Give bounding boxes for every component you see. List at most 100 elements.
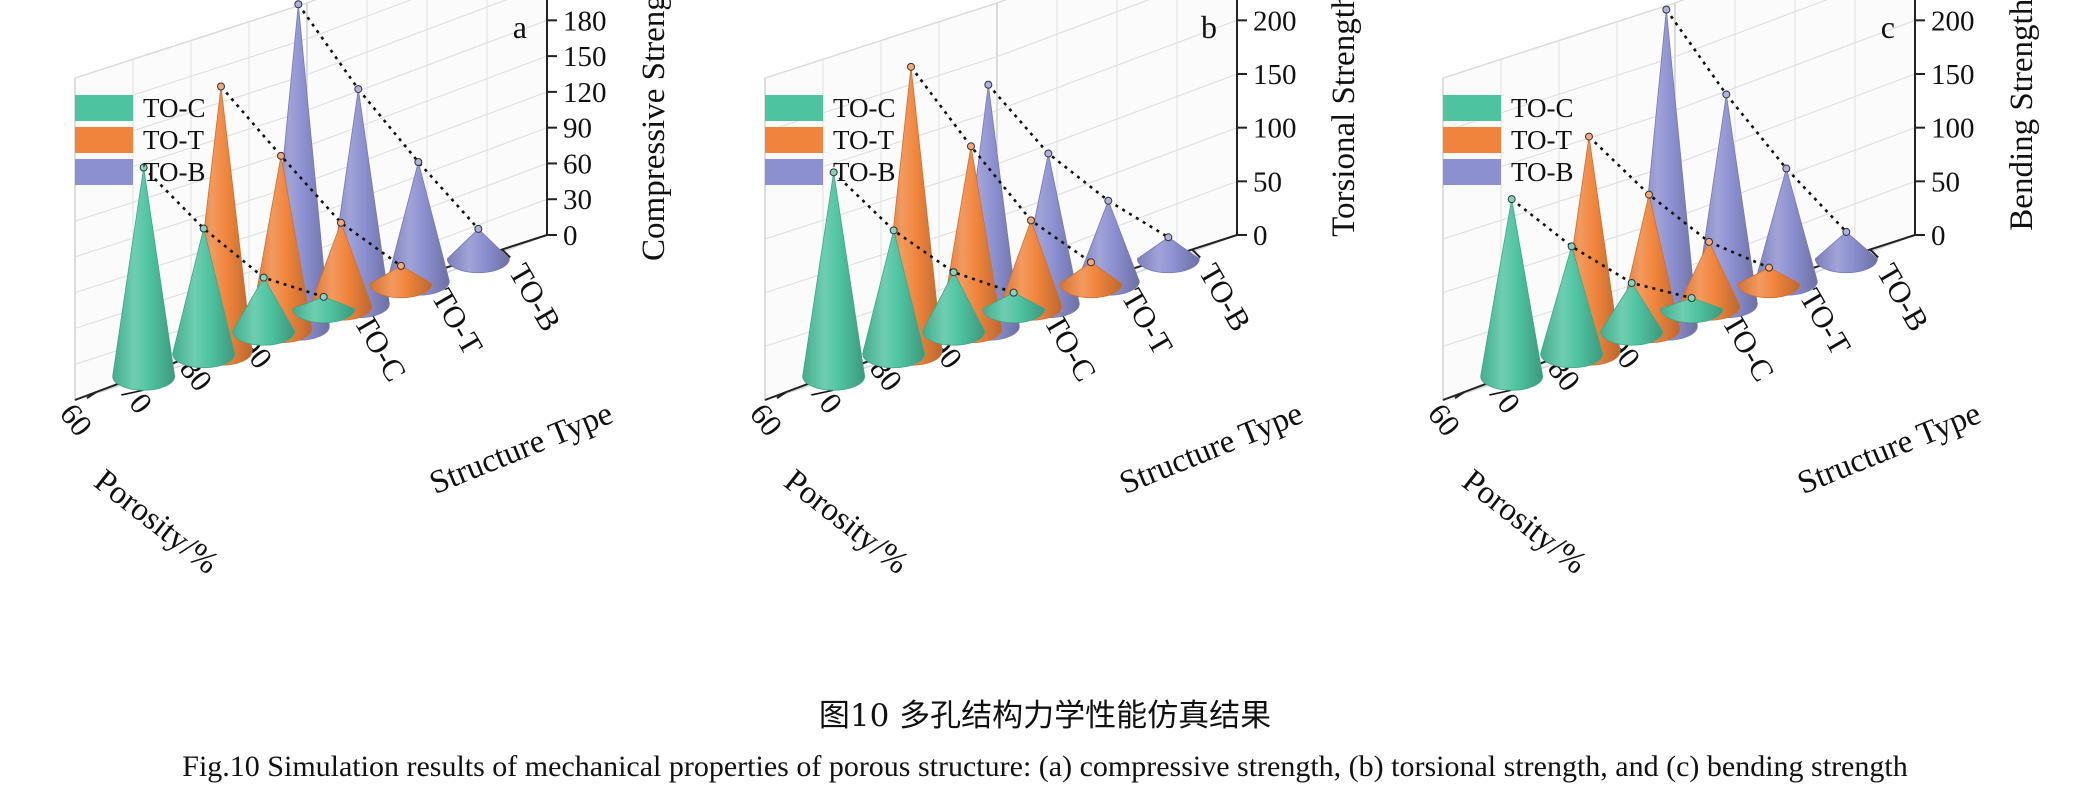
cone-body xyxy=(292,296,356,324)
z-axis-title: Compressive Strength/MPa xyxy=(636,0,672,261)
z-tick-label: 150 xyxy=(563,41,607,73)
tip-marker xyxy=(1507,195,1516,204)
cone-body xyxy=(922,271,986,346)
porosity-tick-label: 60 xyxy=(1421,397,1468,443)
trend-line-to-c xyxy=(142,166,325,299)
tip-marker xyxy=(1662,5,1671,14)
legend-label: TO-B xyxy=(833,157,896,187)
z-tick-label: 200 xyxy=(1931,5,1975,37)
z-axis-title: Bending Strength/MPa xyxy=(2004,0,2040,231)
cone-body xyxy=(1737,267,1801,299)
z-tick-label: 0 xyxy=(1253,220,1268,252)
cone-to-c-60 xyxy=(802,172,866,391)
legend-swatch-to-t xyxy=(1443,127,1501,153)
cone-body xyxy=(982,292,1046,324)
tip-marker xyxy=(889,226,898,235)
legend-swatch-to-c xyxy=(1443,95,1501,121)
structure-tick xyxy=(1869,248,1879,259)
gridline xyxy=(74,0,412,115)
tip-marker xyxy=(907,62,915,71)
z-tick-label: 0 xyxy=(563,220,578,252)
legend-label: TO-T xyxy=(1511,125,1572,155)
z-tick-label: 120 xyxy=(563,77,607,109)
cone-to-c-70 xyxy=(172,228,236,369)
tip-marker xyxy=(217,82,225,91)
figure-3d-cone-charts: 0306090120150180210240270Compressive Str… xyxy=(53,0,2040,581)
legend: TO-CTO-TTO-B xyxy=(1443,93,1574,187)
chart-panel-c: 050100150200250300Bending Strength/MPa60… xyxy=(1421,0,2040,581)
legend-swatch-to-c xyxy=(75,95,133,121)
porosity-tick-label: 60 xyxy=(53,397,100,443)
caption-chinese: 图10 多孔结构力学性能仿真结果 xyxy=(818,698,1272,734)
porosity-tick xyxy=(86,391,97,399)
gridline xyxy=(74,0,317,79)
tip-marker xyxy=(139,163,148,172)
z-tick-label: 100 xyxy=(1931,113,1975,145)
legend: TO-CTO-TTO-B xyxy=(765,93,896,187)
porosity-tick xyxy=(1454,391,1465,399)
legend-label: TO-B xyxy=(1511,157,1574,187)
cone-body xyxy=(1136,236,1200,274)
structure-tick-label: TO-T xyxy=(425,283,490,361)
cone-to-c-60 xyxy=(112,167,176,391)
tip-marker xyxy=(1645,190,1653,199)
tip-marker xyxy=(967,142,975,151)
tip-marker xyxy=(1104,196,1113,205)
chart-panel-a: 0306090120150180210240270Compressive Str… xyxy=(53,0,672,581)
gridline xyxy=(1442,0,1685,79)
tip-marker xyxy=(1027,216,1035,225)
structure-tick-label: TO-T xyxy=(1793,283,1858,361)
cone-body xyxy=(369,265,433,299)
structure-tick-label: TO-C xyxy=(347,308,413,388)
cone-body xyxy=(1814,231,1878,274)
tip-marker xyxy=(1164,233,1173,242)
z-tick-label: 210 xyxy=(563,0,607,2)
legend-label: TO-C xyxy=(143,93,206,123)
z-tick-label: 90 xyxy=(563,113,592,145)
trend-line-to-t xyxy=(220,85,402,267)
legend-swatch-to-b xyxy=(765,159,823,185)
legend-swatch-to-t xyxy=(75,127,133,153)
tip-marker xyxy=(337,218,345,227)
gridline xyxy=(1442,0,1828,133)
tip-marker xyxy=(949,268,958,277)
structure-tick xyxy=(501,248,511,259)
tip-marker xyxy=(829,168,838,177)
legend-swatch-to-c xyxy=(765,95,823,121)
structure-tick-label: TO-B xyxy=(502,258,568,338)
tip-marker xyxy=(1627,278,1636,287)
tip-marker xyxy=(1567,242,1576,251)
cone-body xyxy=(1660,297,1724,324)
cone-to-c-90 xyxy=(1660,297,1724,324)
cone-to-c-80 xyxy=(232,276,296,346)
porosity-axis-title: Porosity/% xyxy=(87,463,225,582)
z-tick-label: 60 xyxy=(563,148,592,180)
tip-marker xyxy=(294,0,303,9)
z-tick-label: 200 xyxy=(1253,5,1297,37)
tip-marker xyxy=(319,292,328,301)
porosity-axis-title: Porosity/% xyxy=(1455,463,1593,582)
cone-body xyxy=(446,228,510,274)
tip-marker xyxy=(1585,132,1593,141)
trend-line-to-b xyxy=(987,83,1170,239)
structure-axis-title: Structure Type xyxy=(1115,396,1308,502)
cone-body xyxy=(1480,199,1544,391)
legend-label: TO-C xyxy=(833,93,896,123)
cone-to-c-90 xyxy=(982,292,1046,324)
tip-marker xyxy=(397,261,405,270)
porosity-tick xyxy=(776,391,787,399)
z-tick-label: 180 xyxy=(563,5,607,37)
cone-to-c-80 xyxy=(922,271,986,346)
structure-tick-label: TO-B xyxy=(1870,258,1936,338)
tip-marker xyxy=(1705,237,1713,246)
legend-swatch-to-b xyxy=(1443,159,1501,185)
panel-label: c xyxy=(1881,9,1895,45)
z-tick-label: 30 xyxy=(563,184,592,216)
panel-label: b xyxy=(1201,9,1217,45)
structure-axis-title: Structure Type xyxy=(425,396,618,502)
structure-tick xyxy=(1191,248,1201,259)
tip-marker xyxy=(199,224,208,233)
cone-body xyxy=(862,230,926,369)
porosity-tick-label: 60 xyxy=(743,397,790,443)
tip-marker xyxy=(1687,294,1696,303)
